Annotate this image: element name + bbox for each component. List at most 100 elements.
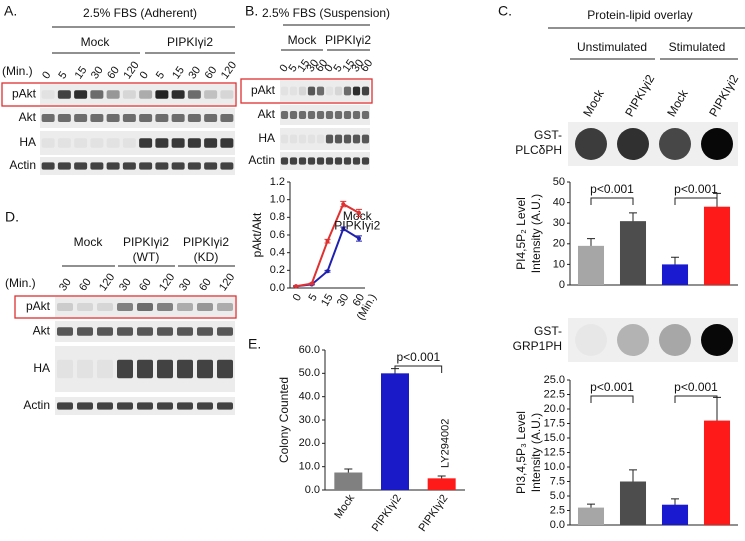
x-tick-label: 0 xyxy=(291,292,304,303)
band xyxy=(97,359,113,379)
point xyxy=(341,226,346,231)
band xyxy=(90,90,104,99)
group-label: PIPKIγi2 xyxy=(123,235,169,249)
band xyxy=(106,138,120,148)
band xyxy=(155,90,169,99)
band xyxy=(106,162,120,170)
band xyxy=(352,134,361,144)
probe-label: GST- xyxy=(534,324,562,338)
band xyxy=(74,138,88,148)
time-label: 30 xyxy=(350,57,367,74)
y-tick-label: 10.0 xyxy=(544,461,565,473)
band xyxy=(57,327,73,336)
band xyxy=(122,138,136,148)
panel-label: A. xyxy=(4,3,17,19)
band xyxy=(280,157,289,165)
y-tick-label: 12.5 xyxy=(544,446,565,458)
error-bar xyxy=(629,469,637,494)
band xyxy=(157,303,173,311)
row-label: Actin xyxy=(248,153,275,167)
time-label: 15 xyxy=(341,57,358,74)
time-label: 60 xyxy=(137,276,154,293)
band xyxy=(41,138,55,148)
lane-label: PIPKIγi2 xyxy=(622,72,657,119)
group-label: Mock xyxy=(74,235,104,249)
band xyxy=(171,90,185,99)
time-label: 15 xyxy=(170,64,187,81)
y-tick-label: 0.8 xyxy=(270,211,285,223)
band xyxy=(137,303,153,311)
bar xyxy=(577,245,605,285)
blot xyxy=(40,157,235,175)
x-tick-label: PIPKIγi2 xyxy=(370,493,404,534)
band xyxy=(325,134,334,144)
bar xyxy=(577,507,605,525)
point xyxy=(325,269,330,274)
band xyxy=(343,111,352,119)
band xyxy=(352,86,361,96)
time-label: 120 xyxy=(121,59,141,81)
band xyxy=(139,162,153,170)
y-tick-label: 0.0 xyxy=(270,282,285,294)
band xyxy=(139,90,153,99)
time-label: 5 xyxy=(332,62,345,74)
band xyxy=(171,114,185,122)
band xyxy=(307,111,316,119)
band xyxy=(289,134,298,144)
panel-label: C. xyxy=(498,3,512,19)
bar xyxy=(703,420,731,525)
y-tick-label: 2.5 xyxy=(550,504,565,516)
band xyxy=(316,134,325,144)
bar xyxy=(381,373,409,490)
band xyxy=(74,114,88,122)
band xyxy=(217,303,233,311)
bracket xyxy=(590,197,634,205)
x-tick-label: Mock xyxy=(332,492,357,521)
y-tick-label: 40.0 xyxy=(299,391,320,403)
time-label: 15 xyxy=(73,64,90,81)
row-label: Akt xyxy=(258,107,276,121)
band xyxy=(204,162,218,170)
time-label: 5 xyxy=(56,69,69,81)
time-label: 30 xyxy=(117,276,134,293)
band xyxy=(298,134,307,144)
time-label: 30 xyxy=(57,276,74,293)
annotation: p<0.001 xyxy=(590,380,634,394)
band xyxy=(298,111,307,119)
spot xyxy=(701,324,733,356)
time-label: 120 xyxy=(97,271,117,293)
band xyxy=(361,86,370,96)
y-tick-label: 22.5 xyxy=(544,388,565,400)
error-bar xyxy=(671,498,679,511)
line xyxy=(295,227,360,288)
point xyxy=(357,236,361,241)
band xyxy=(217,359,233,379)
row-label: pAkt xyxy=(12,87,37,101)
point xyxy=(294,284,298,289)
band xyxy=(90,162,104,170)
x-tick-label: 5 xyxy=(306,292,319,303)
x-tick-label: PIPKIγi2 xyxy=(416,493,450,534)
band xyxy=(197,303,213,311)
error-bar xyxy=(629,212,637,230)
spot xyxy=(575,324,607,356)
point xyxy=(357,210,361,215)
band xyxy=(204,138,218,148)
time-label: 0 xyxy=(323,62,336,74)
error-bar xyxy=(671,256,679,273)
error-bar xyxy=(587,503,595,512)
band xyxy=(307,134,316,144)
blot xyxy=(40,84,235,105)
band xyxy=(325,86,334,96)
band xyxy=(74,90,88,99)
y-tick-label: 60.0 xyxy=(299,344,320,356)
spot xyxy=(617,128,649,160)
error-bar xyxy=(437,475,446,482)
blot xyxy=(280,80,370,102)
time-label: 60 xyxy=(197,276,214,293)
x-tick-label: 60 xyxy=(351,292,368,309)
bar xyxy=(334,472,363,490)
lane-label: Mock xyxy=(580,86,607,119)
band xyxy=(177,359,193,379)
